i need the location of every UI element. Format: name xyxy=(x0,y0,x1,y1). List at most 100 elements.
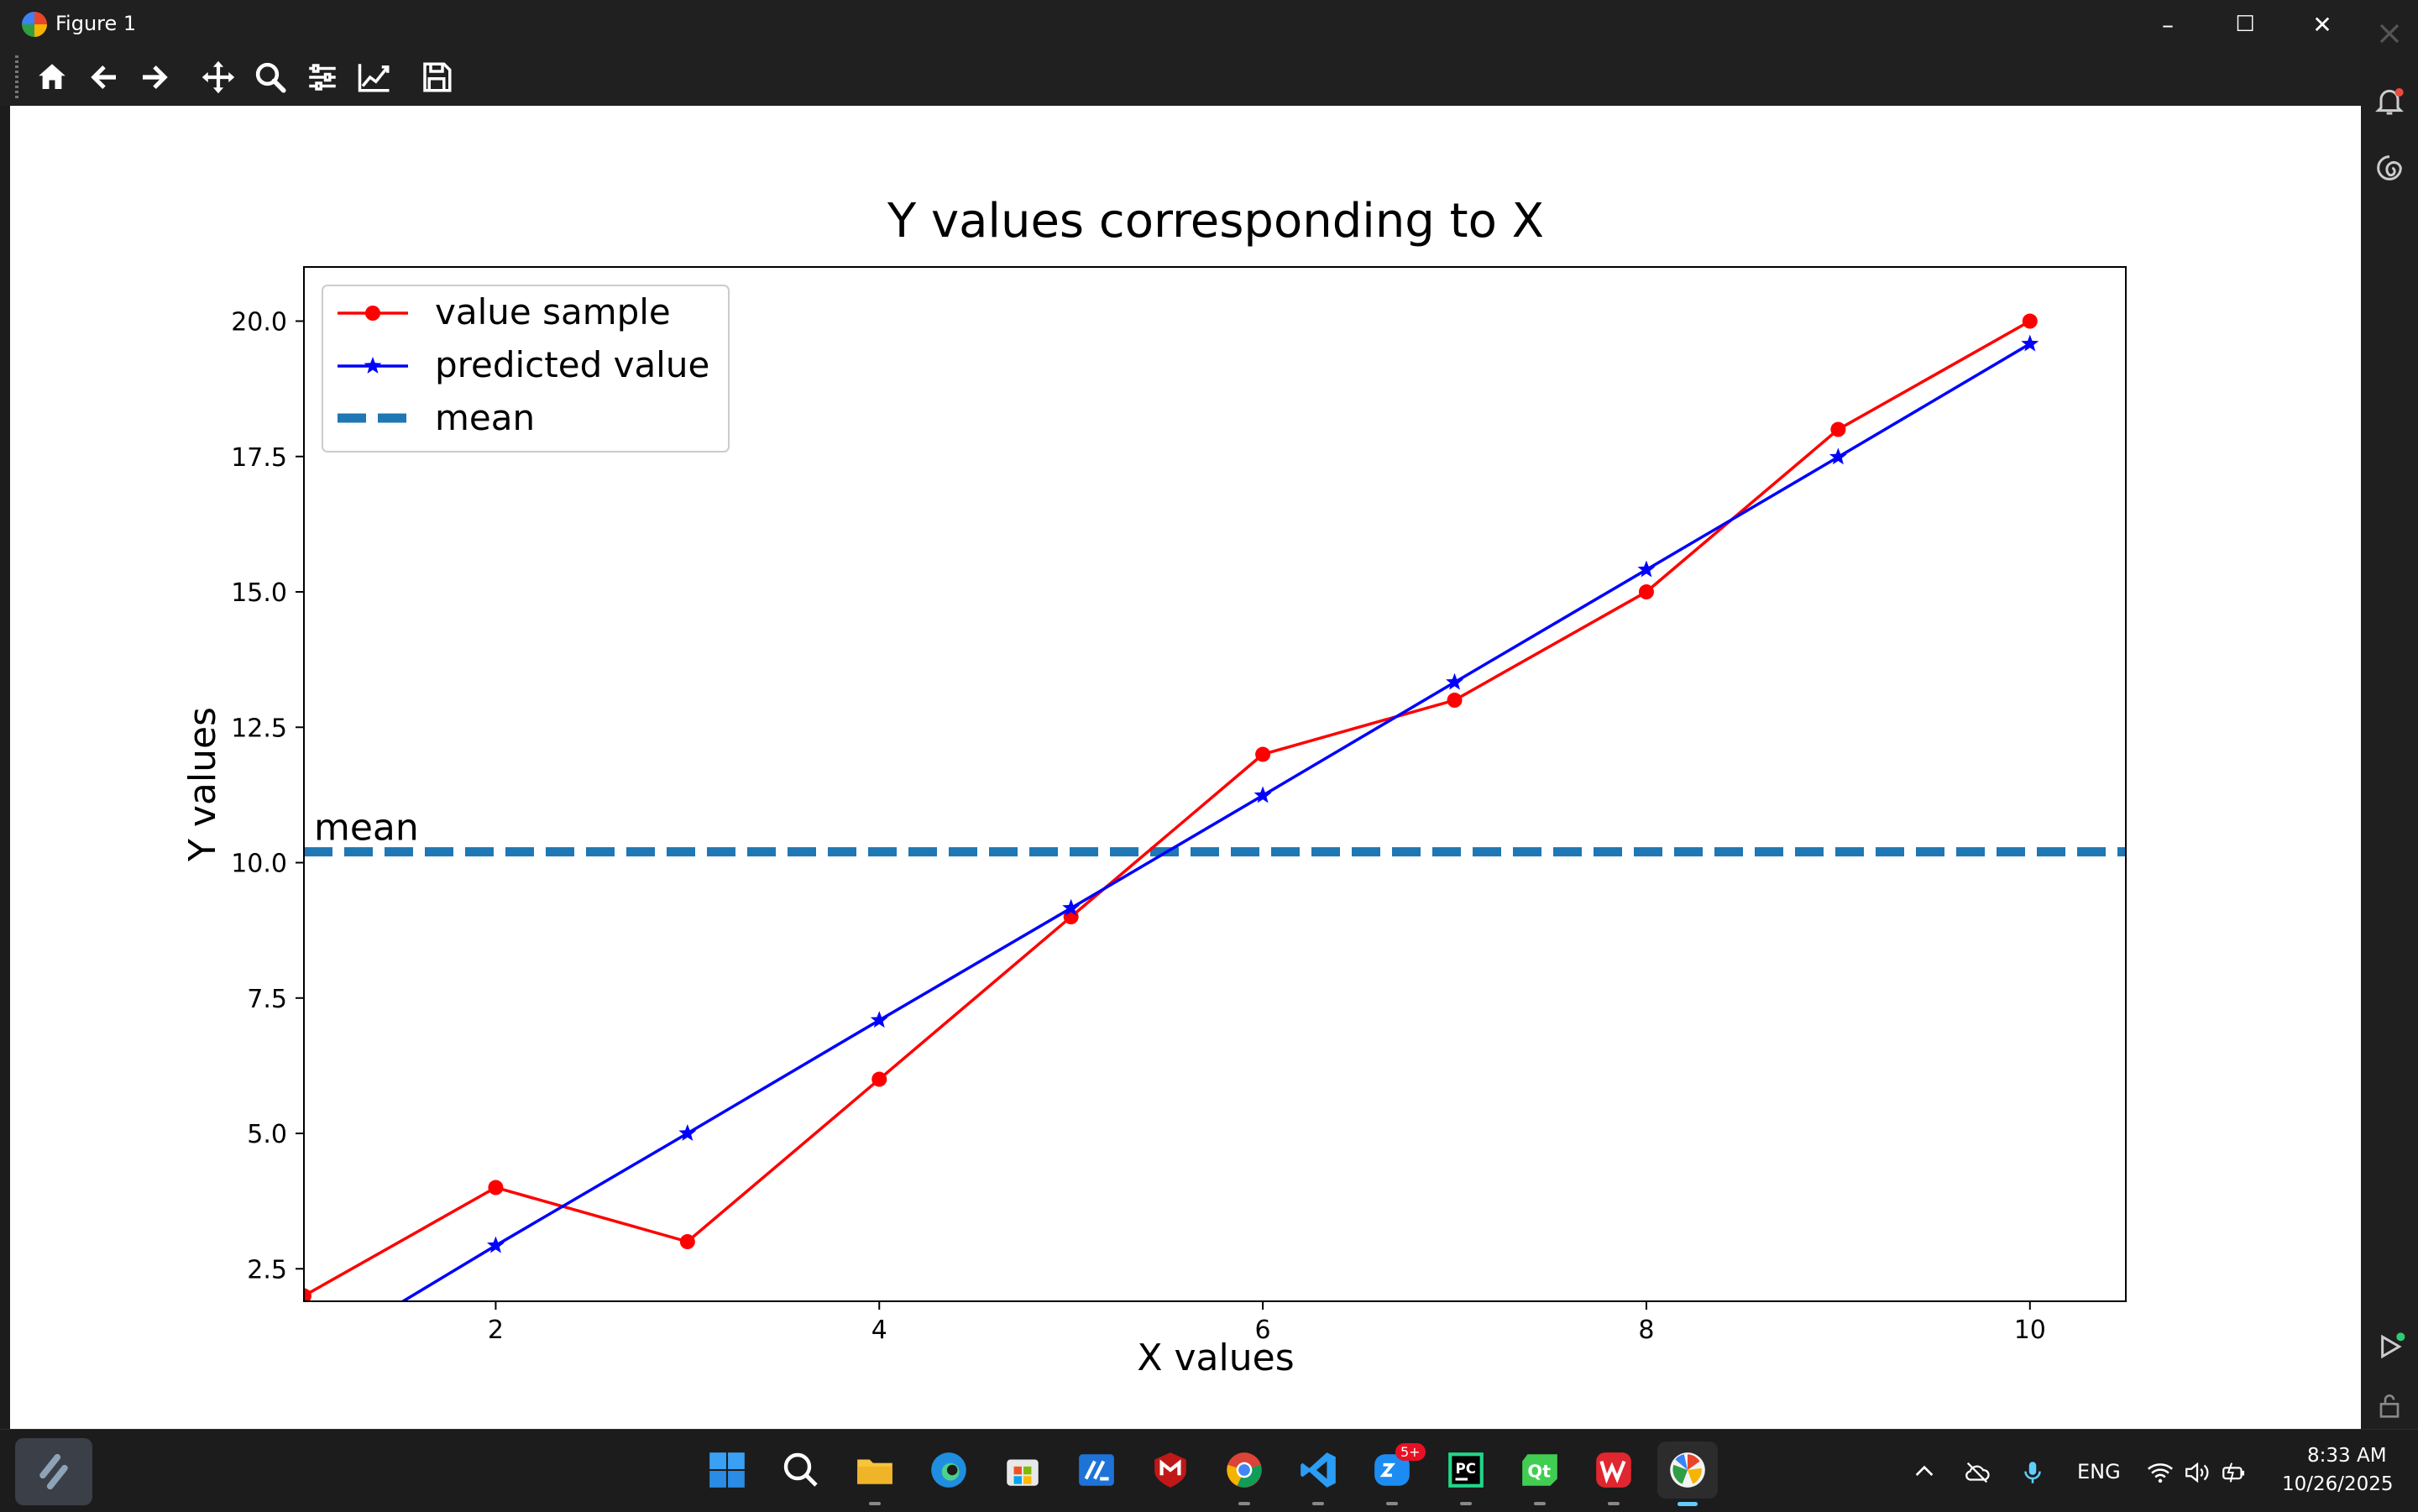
figure-toolbar xyxy=(0,49,2361,106)
y-tick-label: 12.5 xyxy=(231,714,287,743)
pan-icon[interactable] xyxy=(196,55,240,99)
minimize-button[interactable]: – xyxy=(2162,10,2174,39)
svg-text:Qt: Qt xyxy=(1527,1461,1551,1481)
notification-strip xyxy=(2361,0,2418,1429)
save-icon[interactable] xyxy=(415,55,458,99)
lock-icon[interactable] xyxy=(2373,1389,2406,1422)
data-point-value-sample xyxy=(304,1288,311,1301)
series-line-value-sample xyxy=(304,319,2031,1298)
start-icon[interactable] xyxy=(704,1447,751,1494)
qt-icon[interactable]: Qt xyxy=(1516,1447,1563,1494)
data-point-value-sample xyxy=(871,1071,887,1087)
matplotlib-icon[interactable] xyxy=(1657,1441,1718,1499)
zalo-icon[interactable] xyxy=(1369,1447,1416,1494)
x-tick-label: 8 xyxy=(1638,1316,1654,1345)
y-tick-label: 2.5 xyxy=(247,1255,287,1284)
running-indicator xyxy=(869,1502,881,1505)
chrome-icon[interactable] xyxy=(1221,1447,1268,1494)
legend-label-mean: mean xyxy=(435,397,535,438)
widgets-icon xyxy=(39,1453,68,1490)
wps-icon[interactable] xyxy=(1590,1447,1637,1494)
vscode-icon[interactable] xyxy=(1295,1447,1342,1494)
running-indicator xyxy=(1608,1502,1620,1505)
legend-entry-predicted-value: predicted value xyxy=(338,344,709,385)
data-point-predicted-value xyxy=(487,1236,505,1253)
x-tick-label: 10 xyxy=(2014,1316,2046,1345)
data-point-predicted-value xyxy=(1062,898,1081,916)
series-line-predicted-value xyxy=(400,343,2031,1301)
x-tick-label: 2 xyxy=(488,1316,504,1345)
cloud-off-icon[interactable] xyxy=(1963,1458,1991,1487)
clock-date[interactable]: 10/26/2025 xyxy=(2282,1473,2394,1495)
language-indicator[interactable]: ENG xyxy=(2077,1460,2121,1483)
microphone-icon[interactable] xyxy=(2018,1458,2047,1487)
bell-icon[interactable] xyxy=(2373,84,2406,118)
y-tick-label: 10.0 xyxy=(231,850,287,879)
legend-marker-predicted-value xyxy=(364,357,382,374)
widgets-button[interactable] xyxy=(15,1438,92,1505)
wifi-icon[interactable] xyxy=(2146,1458,2175,1487)
axes-frame xyxy=(303,266,2127,1302)
running-indicator xyxy=(1534,1502,1546,1505)
x-axis: 2 4 6 8 10 xyxy=(488,1301,2046,1345)
active-indicator xyxy=(1677,1502,1698,1506)
running-indicator xyxy=(1312,1502,1324,1505)
svg-text:PC: PC xyxy=(1456,1461,1476,1477)
figure-app-icon xyxy=(22,12,47,37)
y-tick-label: 7.5 xyxy=(247,985,287,1014)
legend-entry-value-sample: value sample xyxy=(338,291,671,332)
window-title: Figure 1 xyxy=(55,12,137,35)
legend-label-predicted-value: predicted value xyxy=(435,344,709,385)
data-point-value-sample xyxy=(1638,584,1654,600)
copilot-icon[interactable] xyxy=(2373,151,2406,185)
data-point-value-sample xyxy=(1447,693,1463,709)
data-point-predicted-value xyxy=(678,1124,697,1141)
close-strip-icon[interactable] xyxy=(2373,17,2406,50)
x-tick-label: 4 xyxy=(871,1316,887,1345)
clock-time[interactable]: 8:33 AM xyxy=(2307,1445,2387,1467)
zoom-icon[interactable] xyxy=(249,55,292,99)
x-tick-label: 6 xyxy=(1255,1316,1271,1345)
edge-icon[interactable] xyxy=(925,1447,972,1494)
data-point-predicted-value xyxy=(296,1352,313,1368)
pycharm-icon[interactable]: PC xyxy=(1442,1447,1489,1494)
line-chart: Y values corresponding to X mean 2 4 6 8 10 … xyxy=(181,194,2127,1379)
y-tick-label: 15.0 xyxy=(231,578,287,608)
data-point-value-sample xyxy=(2022,313,2038,329)
close-button[interactable]: ✕ xyxy=(2312,10,2332,39)
data-point-value-sample xyxy=(1830,421,1846,437)
customize-icon[interactable] xyxy=(353,55,396,99)
forward-icon[interactable] xyxy=(133,55,176,99)
data-point-value-sample xyxy=(679,1234,695,1250)
running-indicator xyxy=(1460,1502,1472,1505)
store-icon[interactable] xyxy=(999,1447,1046,1494)
data-point-predicted-value xyxy=(1253,786,1272,803)
chevron-up-icon[interactable] xyxy=(1911,1458,1938,1485)
play-icon[interactable] xyxy=(2373,1330,2406,1363)
legend-marker-value-sample xyxy=(365,306,380,321)
legend-label-value-sample: value sample xyxy=(435,291,671,332)
data-point-predicted-value xyxy=(1446,672,1463,690)
zalo-badge: 5+ xyxy=(1395,1443,1426,1461)
data-point-predicted-value xyxy=(2021,334,2039,352)
home-icon[interactable] xyxy=(30,55,74,99)
data-point-predicted-value xyxy=(870,1011,888,1028)
y-tick-label: 5.0 xyxy=(247,1120,287,1149)
maximize-button[interactable]: ☐ xyxy=(2235,12,2255,37)
taskbar: 5+ PC Qt ENG 8:33 AM 10/26/2025 xyxy=(0,1429,2418,1512)
legend-box xyxy=(322,285,730,453)
data-point-predicted-value xyxy=(1829,447,1847,465)
volume-icon[interactable] xyxy=(2183,1458,2211,1487)
mcafee-icon[interactable] xyxy=(1147,1447,1194,1494)
data-point-value-sample xyxy=(1255,746,1271,762)
subplots-icon[interactable] xyxy=(301,55,344,99)
battery-icon[interactable] xyxy=(2220,1458,2248,1487)
y-axis-label: Y values xyxy=(181,707,224,862)
back-icon[interactable] xyxy=(82,55,126,99)
search-icon[interactable] xyxy=(777,1447,824,1494)
running-indicator xyxy=(1238,1502,1250,1505)
y-axis: 2.5 5.0 7.5 10.0 12.5 15.0 17.5 20.0 xyxy=(231,308,304,1284)
window-titlebar: Figure 1 – ☐ ✕ xyxy=(0,0,2361,49)
app-icon[interactable] xyxy=(1073,1447,1120,1494)
file-explorer-icon[interactable] xyxy=(851,1447,898,1494)
